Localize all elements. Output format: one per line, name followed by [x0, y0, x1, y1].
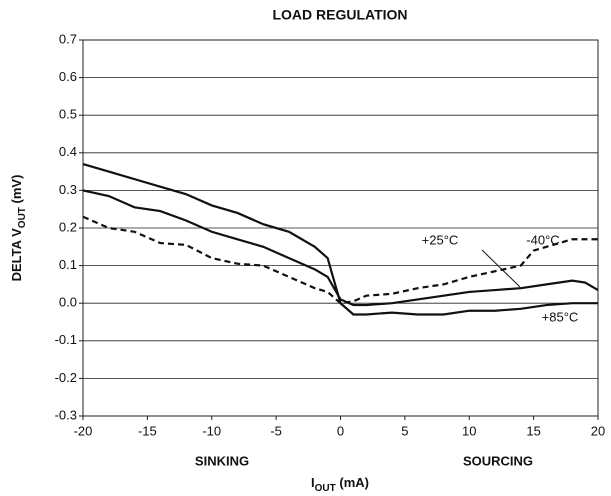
series-label: +25°C [422, 232, 459, 247]
annotation: SINKING [195, 453, 249, 468]
y-tick-label: 0.6 [59, 69, 77, 84]
y-tick-label: -0.1 [55, 332, 77, 347]
series-line [82, 189, 599, 307]
y-label-main: DELTA V [9, 228, 24, 282]
series-label: -40°C [526, 232, 559, 247]
y-tick-label: 0.0 [59, 295, 77, 310]
x-tick-label: 0 [337, 423, 344, 438]
y-tick-label: 0.2 [59, 219, 77, 234]
y-label-rest: (mV) [9, 175, 24, 208]
y-tick-label: 0.4 [59, 144, 77, 159]
annotation: SOURCING [463, 453, 533, 468]
x-axis-label: IOUT (mA) [311, 475, 369, 493]
y-tick-label: 0.1 [59, 257, 77, 272]
series-line [82, 215, 598, 305]
series-label: +85°C [542, 309, 579, 324]
x-tick-label: -10 [202, 423, 221, 438]
x-tick-label: 20 [591, 423, 605, 438]
y-label-sub: OUT [17, 207, 28, 228]
y-tick-label: -0.2 [55, 370, 77, 385]
y-axis-label: DELTA VOUT (mV) [9, 175, 27, 282]
y-tick-label: 0.7 [59, 31, 77, 46]
x-tick-label: 15 [526, 423, 540, 438]
leader-line [481, 249, 521, 288]
y-tick-label: 0.3 [59, 182, 77, 197]
x-tick-label: -15 [138, 423, 157, 438]
series-line [82, 163, 598, 316]
x-label-sub: OUT [315, 483, 336, 494]
x-tick-label: -20 [74, 423, 93, 438]
plot-frame [82, 39, 599, 417]
y-tick-label: 0.5 [59, 107, 77, 122]
x-tick-label: 5 [401, 423, 408, 438]
chart-title: LOAD REGULATION [272, 7, 407, 23]
y-tick-label: -0.3 [55, 407, 77, 422]
x-label-rest: (mA) [336, 475, 369, 490]
x-tick-label: -5 [270, 423, 282, 438]
x-tick-label: 10 [462, 423, 476, 438]
x-label-main: I [311, 475, 315, 490]
